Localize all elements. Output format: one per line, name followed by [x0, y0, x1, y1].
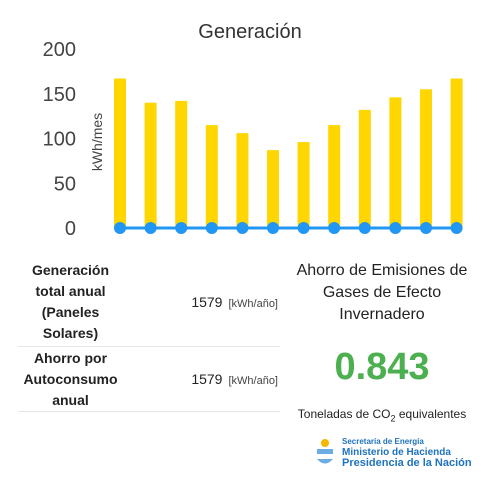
- emissions-savings-title: Ahorro de Emisiones de Gases de Efecto I…: [296, 262, 468, 323]
- line-point: [328, 222, 341, 234]
- government-logo: Secretaría de Energía Ministerio de Haci…: [314, 436, 472, 469]
- summary-table: Generación total anual (Paneles Solares)…: [18, 258, 280, 412]
- logo-line-2: Ministerio de Hacienda: [342, 447, 451, 458]
- bar: [267, 150, 279, 228]
- bar: [175, 100, 188, 228]
- bar: [389, 97, 402, 228]
- bar: [236, 133, 249, 228]
- bar: [450, 78, 463, 228]
- argentina-seal-icon: [317, 438, 333, 463]
- logo-line-1: Secretaría de Energía: [342, 437, 424, 446]
- emissions-unit-note: Toneladas de CO2 equivalentes: [297, 407, 467, 424]
- y-tick-label: 50: [54, 173, 76, 195]
- bar: [358, 109, 371, 228]
- logo-line-3: Presidencia de la Nación: [342, 457, 472, 469]
- bar: [114, 78, 126, 228]
- table-row: Generación total anual (Paneles Solares)…: [18, 258, 280, 347]
- annual-generation-value: 1579: [191, 294, 223, 310]
- line-point: [175, 222, 188, 234]
- line-point: [420, 222, 432, 234]
- line-point: [389, 222, 402, 234]
- line-point: [236, 222, 249, 234]
- y-tick-label: 100: [43, 129, 76, 151]
- self-consumption-unit: [kWh/año]: [228, 375, 278, 387]
- line-point: [358, 222, 371, 234]
- line-point: [144, 222, 157, 234]
- line-point: [297, 222, 310, 234]
- generation-chart: Generación 0 50 100 150 200 kWh/mes: [43, 21, 463, 240]
- annual-generation-unit: [kWh/año]: [228, 298, 278, 310]
- chart-title: Generación: [198, 21, 301, 43]
- line-point: [450, 222, 463, 234]
- line-point: [114, 222, 126, 234]
- bar: [420, 89, 432, 229]
- self-consumption-label: Ahorro por Autoconsumo anual: [23, 349, 118, 408]
- y-tick-label: 0: [65, 218, 76, 240]
- line-point: [267, 222, 279, 234]
- emissions-savings-value: 0.843: [334, 346, 430, 388]
- y-tick-label: 200: [43, 39, 76, 61]
- self-consumption-value: 1579: [191, 371, 223, 387]
- table-row: Ahorro por Autoconsumo anual 1579 [kWh/añ…: [18, 347, 280, 412]
- bar: [297, 142, 310, 228]
- emissions-savings-panel: Ahorro de Emisiones de Gases de Efecto I…: [282, 260, 482, 423]
- annual-generation-label: Generación total anual (Paneles Solares): [31, 262, 110, 341]
- bar: [328, 125, 341, 228]
- y-axis-label: kWh/mes: [89, 113, 105, 171]
- bar: [144, 102, 157, 228]
- line-point: [205, 222, 218, 234]
- y-tick-label: 150: [43, 84, 76, 106]
- bar: [205, 125, 218, 228]
